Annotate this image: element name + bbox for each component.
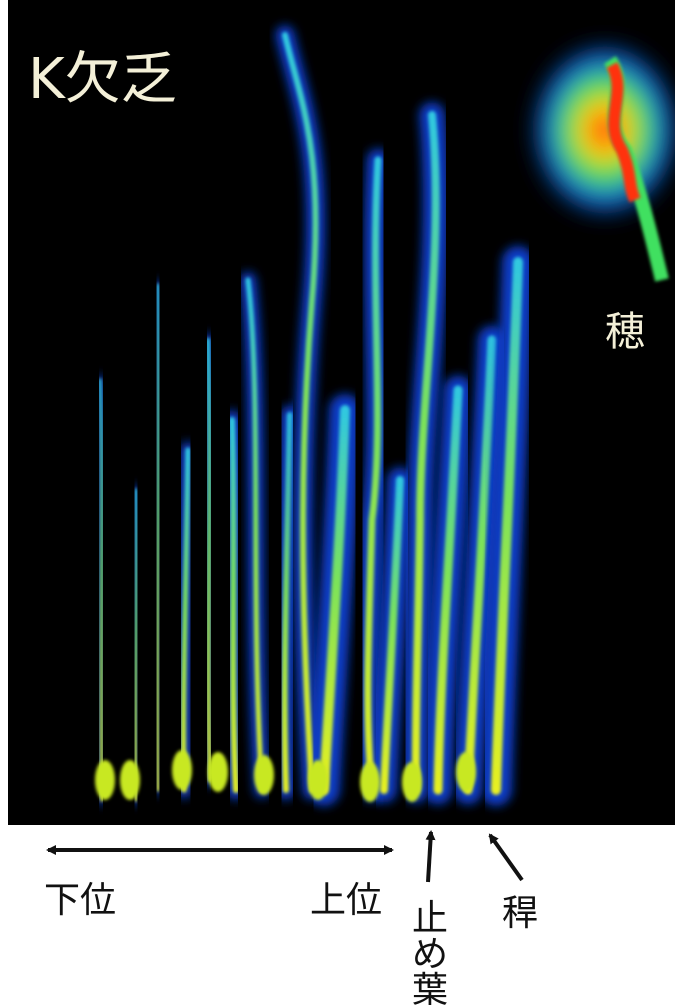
page: {"image": {"title": "K欠乏", "labels": {"e…: [0, 0, 675, 1005]
leaf-core: [157, 285, 158, 790]
ear-label: 穂: [605, 309, 645, 355]
leaf-sheath: [308, 760, 328, 800]
leaf-core: [135, 490, 136, 800]
leaf-sheath: [95, 760, 115, 800]
title: K欠乏: [28, 47, 177, 112]
leaf-sheath: [360, 762, 380, 802]
culm-label: 稈: [502, 893, 538, 934]
flag-leaf-label: 止め葉: [412, 898, 448, 1005]
leaf-sheath: [208, 752, 228, 792]
leaf-sheath: [402, 762, 422, 802]
leaf-core: [100, 380, 102, 800]
leaf-sheath: [254, 755, 274, 795]
leaf-core: [232, 420, 236, 790]
culm-arrow: [490, 835, 522, 880]
upper-label: 上位: [310, 880, 382, 921]
leaf-sheath: [172, 750, 192, 790]
leaf-core: [208, 340, 210, 780]
lower-label: 下位: [44, 880, 116, 921]
leaf-sheath: [120, 760, 140, 800]
figure: K欠乏 穂 下位 上位 止め葉 稈: [0, 0, 675, 1005]
leaf-sheath: [456, 752, 476, 792]
flag-leaf-arrow: [428, 832, 431, 882]
